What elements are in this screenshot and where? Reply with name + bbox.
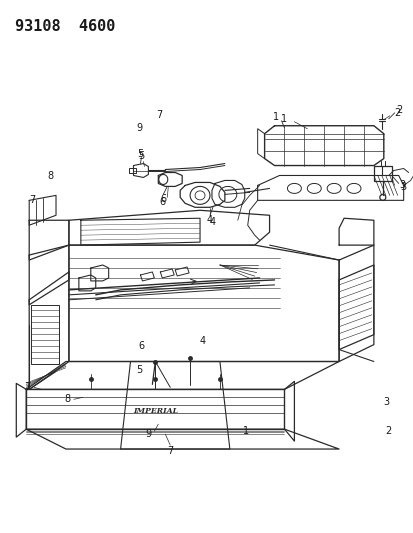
Text: 9: 9 [145,429,151,439]
Text: 7: 7 [29,195,35,205]
Text: 3: 3 [400,182,406,192]
Text: 4: 4 [206,215,213,225]
Text: 5: 5 [138,151,144,160]
Text: 93108  4600: 93108 4600 [15,19,115,34]
Text: 6: 6 [159,197,165,207]
Text: 8: 8 [64,394,70,405]
Text: 1: 1 [272,112,278,122]
Text: 9: 9 [136,123,142,133]
Text: 7: 7 [167,446,173,456]
Text: 3: 3 [399,181,405,190]
Text: 1: 1 [242,426,249,436]
Text: 4: 4 [199,336,205,346]
Bar [31,305,59,365]
Bar [128,167,136,173]
Text: 8: 8 [47,172,54,181]
Text: 1: 1 [281,114,287,124]
Text: 6: 6 [160,195,166,204]
Text: 3: 3 [382,397,388,407]
Text: 2: 2 [396,105,402,115]
Text: 6: 6 [138,341,144,351]
Text: IMPERIAL: IMPERIAL [133,407,178,415]
Bar [373,166,391,181]
Text: 4: 4 [209,217,216,227]
Text: 7: 7 [156,110,162,120]
Text: 5: 5 [136,365,142,375]
Text: 2: 2 [384,426,390,436]
Text: 5: 5 [137,149,143,159]
Text: 7: 7 [24,382,30,392]
Text: 2: 2 [394,108,400,118]
